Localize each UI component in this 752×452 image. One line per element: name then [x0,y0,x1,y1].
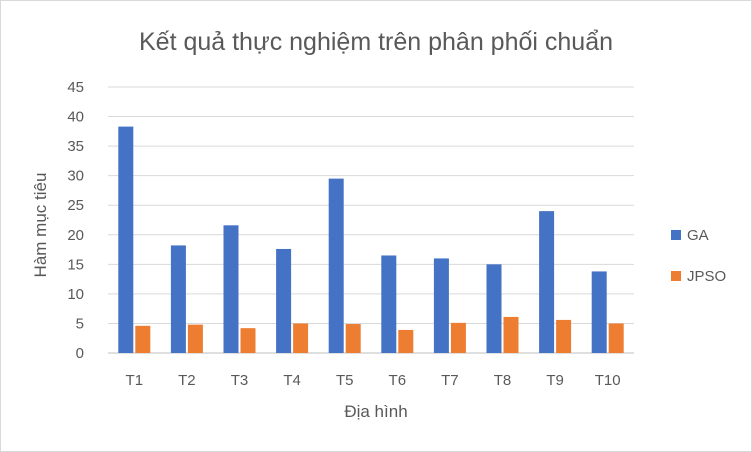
y-axis-label: Hàm mục tiêu [31,173,50,278]
y-tick-label: 45 [67,79,84,96]
jpso-bar-t2 [187,324,203,353]
ga-bar-t2 [170,245,186,353]
legend-label-jpso: JPSO [687,268,726,285]
ga-bar-t8 [486,264,502,353]
ga-bar-t4 [276,248,292,353]
ga-bar-t3 [223,225,239,353]
legend-label-ga: GA [687,227,709,244]
jpso-bar-t9 [556,319,572,353]
y-tick-label: 0 [76,345,84,362]
y-tick-label: 25 [67,197,84,214]
jpso-bar-t10 [608,323,624,353]
ga-bar-t9 [539,211,555,353]
y-tick-label: 15 [67,256,84,273]
x-tick-label: T7 [441,372,459,389]
x-tick-label: T1 [126,372,144,389]
y-tick-label: 20 [67,227,84,244]
x-tick-label: T2 [178,372,196,389]
x-tick-label: T4 [283,372,301,389]
x-tick-label: T3 [231,372,249,389]
x-tick-label: T6 [389,372,407,389]
jpso-bar-t6 [398,329,414,353]
jpso-bar-t4 [293,323,309,353]
jpso-bar-t1 [135,325,151,353]
x-axis-ticks: T1 T2 T3 T4 T5 T6 T7 T8 T9 T10 [126,372,621,389]
y-tick-label: 35 [67,138,84,155]
y-tick-label: 5 [76,315,84,332]
ga-bar-t7 [433,258,449,353]
x-tick-label: T10 [595,372,621,389]
jpso-bar-t3 [240,328,256,353]
ga-bar-t5 [328,178,344,353]
ga-bar-t1 [118,126,134,353]
legend-swatch-ga [671,230,681,240]
legend: GA JPSO [671,227,726,285]
y-tick-label: 30 [67,168,84,185]
chart-title: Kết quả thực nghiệm trên phân phối chuẩn [139,28,613,56]
x-tick-label: T5 [336,372,354,389]
ga-bar-t6 [381,255,397,353]
y-tick-label: 10 [67,286,84,303]
x-axis-label: Địa hình [344,402,407,421]
bars [118,126,624,353]
legend-swatch-jpso [671,271,681,281]
jpso-bar-t5 [345,324,361,353]
y-axis-ticks: 0 5 10 15 20 25 30 35 40 45 [67,79,84,362]
x-tick-label: T8 [494,372,512,389]
ga-bar-t10 [591,271,607,353]
x-tick-label: T9 [546,372,564,389]
gridlines [108,86,634,354]
y-tick-label: 40 [67,109,84,126]
jpso-bar-t7 [450,322,466,353]
jpso-bar-t8 [503,316,519,353]
